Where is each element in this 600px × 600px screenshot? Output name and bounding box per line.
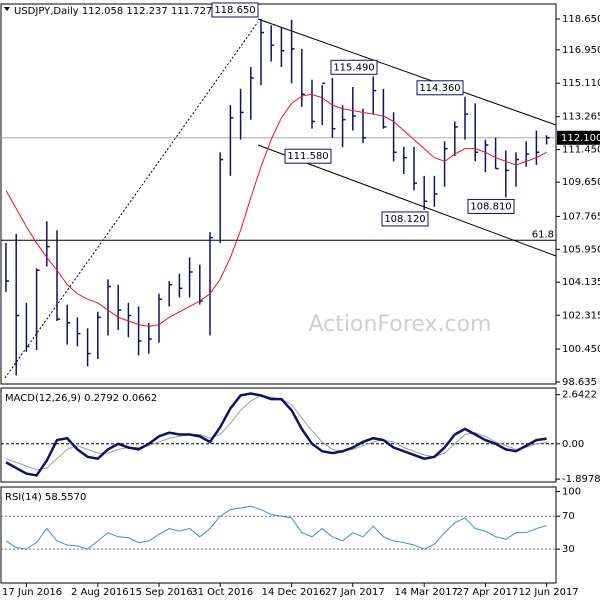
x-tick-label: 27 Jan 2017	[325, 587, 385, 598]
channel-line	[257, 18, 557, 126]
chart-title: USDJPY,Daily 112.058 112.237 111.727 112…	[14, 6, 257, 17]
y-tick-label: 111.450	[562, 145, 600, 156]
y-tick-label: 115.110	[562, 78, 600, 89]
y-tick-label: 2.6422	[562, 390, 597, 401]
y-tick-label: 116.950	[562, 45, 600, 56]
signal-line	[5, 394, 547, 471]
y-tick-label: 113.265	[562, 112, 600, 123]
annotation-label: 118.650	[214, 5, 255, 16]
annotation-label: 111.580	[287, 151, 328, 162]
y-tick-label: 100	[562, 486, 581, 497]
y-tick-label: 100.450	[562, 344, 600, 355]
price-panel	[0, 3, 557, 385]
x-tick-label: 31 Oct 2016	[191, 587, 253, 598]
trend-line	[4, 21, 259, 379]
watermark: ActionForex.com	[309, 312, 492, 337]
last-price-label: 112.100	[561, 133, 600, 144]
y-tick-label: 0.00	[562, 439, 584, 450]
y-tick-label: 30	[562, 544, 575, 555]
annotation-label: 114.360	[419, 83, 460, 94]
x-tick-label: 14 Dec 2016	[262, 587, 326, 598]
x-tick-label: 15 Sep 2016	[129, 587, 192, 598]
y-tick-label: 105.950	[562, 244, 600, 255]
annotation-label: 108.120	[384, 214, 425, 225]
y-tick-label: 104.135	[562, 277, 600, 288]
last-price-box	[557, 130, 600, 145]
x-tick-label: 17 Jun 2016	[2, 587, 62, 598]
menu-arrow	[4, 7, 10, 11]
annotation-box	[330, 59, 378, 75]
y-tick-label: -1.8978	[562, 474, 600, 485]
fib-label: 61.8	[532, 229, 554, 240]
x-tick-label: 27 Apr 2017	[456, 587, 518, 598]
x-tick-label: 12 Jun 2017	[519, 587, 579, 598]
annotation-label: 108.810	[470, 201, 511, 212]
rsi-line	[5, 505, 547, 550]
annotation-box	[381, 211, 429, 227]
y-tick-label: 98.635	[562, 377, 597, 388]
x-tick-label: 2 Aug 2016	[71, 587, 129, 598]
rsi-title: RSI(14) 58.5570	[5, 492, 86, 503]
y-tick-label: 109.650	[562, 177, 600, 188]
y-tick-label: 102.315	[562, 310, 600, 321]
rsi-panel	[0, 486, 557, 584]
annotation-box	[211, 2, 259, 18]
annotation-box	[284, 148, 332, 164]
annotation-box	[416, 80, 464, 96]
annotation-label: 115.490	[333, 62, 374, 73]
y-tick-label: 70	[562, 511, 575, 522]
y-tick-label: 118.650	[562, 14, 600, 25]
annotation-box	[467, 198, 515, 214]
macd-line	[5, 392, 547, 477]
macd-panel	[0, 387, 557, 483]
macd-title: MACD(12,26,9) 0.2792 0.0662	[5, 393, 157, 404]
y-tick-label: 107.765	[562, 211, 600, 222]
moving-average	[5, 93, 547, 327]
x-tick-label: 14 Mar 2017	[394, 587, 457, 598]
